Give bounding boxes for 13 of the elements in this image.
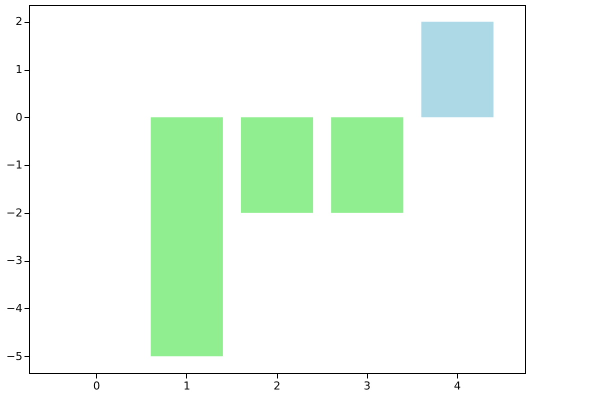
x-tick-label: 4 <box>454 380 461 392</box>
y-tick-label: −2 <box>6 206 22 220</box>
x-tick-label: 0 <box>93 380 100 392</box>
y-tick-label: 2 <box>16 15 22 28</box>
y-tick-label: −3 <box>6 254 22 268</box>
y-tick-label: −4 <box>6 302 22 315</box>
x-tick-label: 3 <box>364 380 371 392</box>
y-tick-label: 0 <box>16 110 22 124</box>
x-tick-label: 1 <box>183 380 190 392</box>
y-tick-label: −1 <box>6 158 22 172</box>
x-tick-label: 2 <box>274 380 280 392</box>
y-tick-label: 1 <box>16 63 22 76</box>
y-tick-label: −5 <box>6 350 22 363</box>
